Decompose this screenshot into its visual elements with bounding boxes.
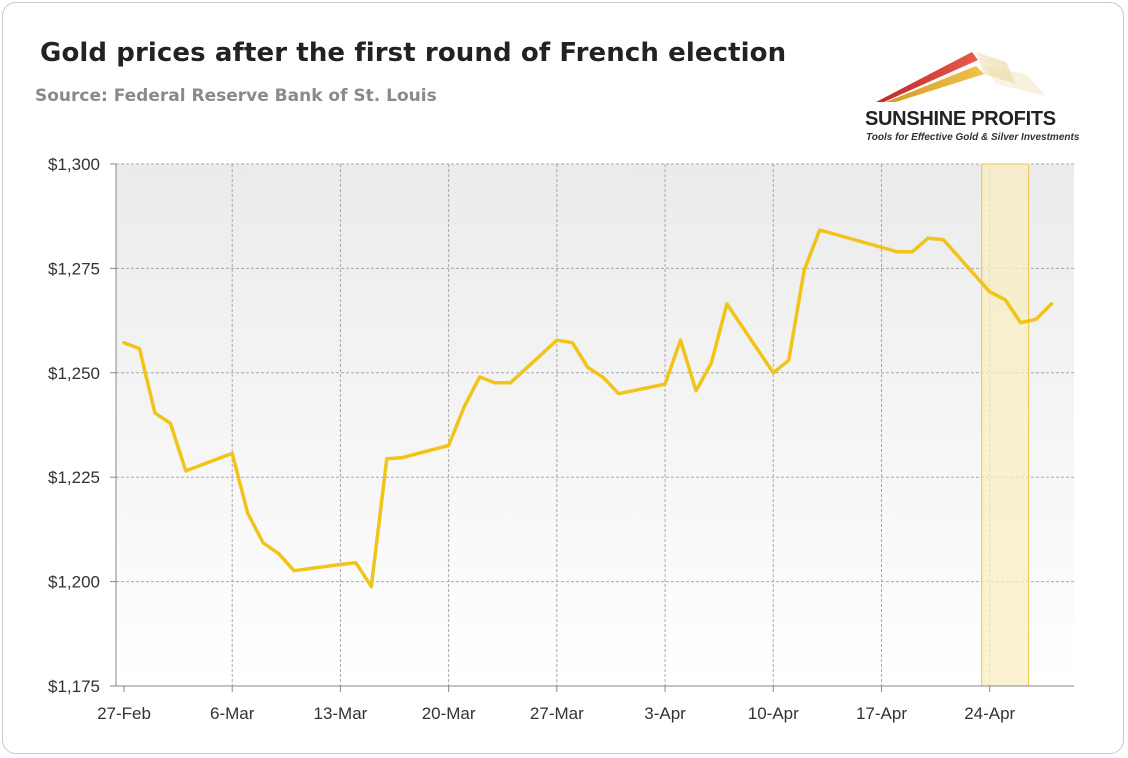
- chart-subtitle: Source: Federal Reserve Bank of St. Loui…: [35, 86, 437, 106]
- y-tick-label: $1,300: [48, 155, 100, 174]
- y-tick-label: $1,200: [48, 573, 100, 592]
- gold-price-line: [122, 228, 1054, 589]
- x-tick-label: 13-Mar: [313, 704, 367, 723]
- y-tick-label: $1,275: [48, 259, 100, 278]
- x-tick-label: 24-Apr: [964, 704, 1015, 723]
- logo-name: SUNSHINE PROFITS: [865, 108, 1056, 130]
- y-tick-label: $1,175: [48, 677, 100, 696]
- sunshine-profits-logo-icon: [876, 52, 1046, 102]
- x-tick-label: 27-Mar: [530, 704, 584, 723]
- plot-area: [116, 164, 1074, 686]
- x-tick-label: 27-Feb: [97, 704, 151, 723]
- x-tick-label: 10-Apr: [748, 704, 799, 723]
- x-tick-label: 17-Apr: [856, 704, 907, 723]
- chart-title: Gold prices after the first round of Fre…: [40, 38, 787, 68]
- y-tick-label: $1,225: [48, 468, 100, 487]
- logo-tagline: Tools for Effective Gold & Silver Invest…: [866, 132, 1080, 143]
- y-tick-label: $1,250: [48, 364, 100, 383]
- election-highlight-band: [981, 163, 1030, 687]
- x-tick-label: 6-Mar: [210, 704, 255, 723]
- x-tick-label: 20-Mar: [422, 704, 476, 723]
- x-tick-label: 3-Apr: [644, 704, 686, 723]
